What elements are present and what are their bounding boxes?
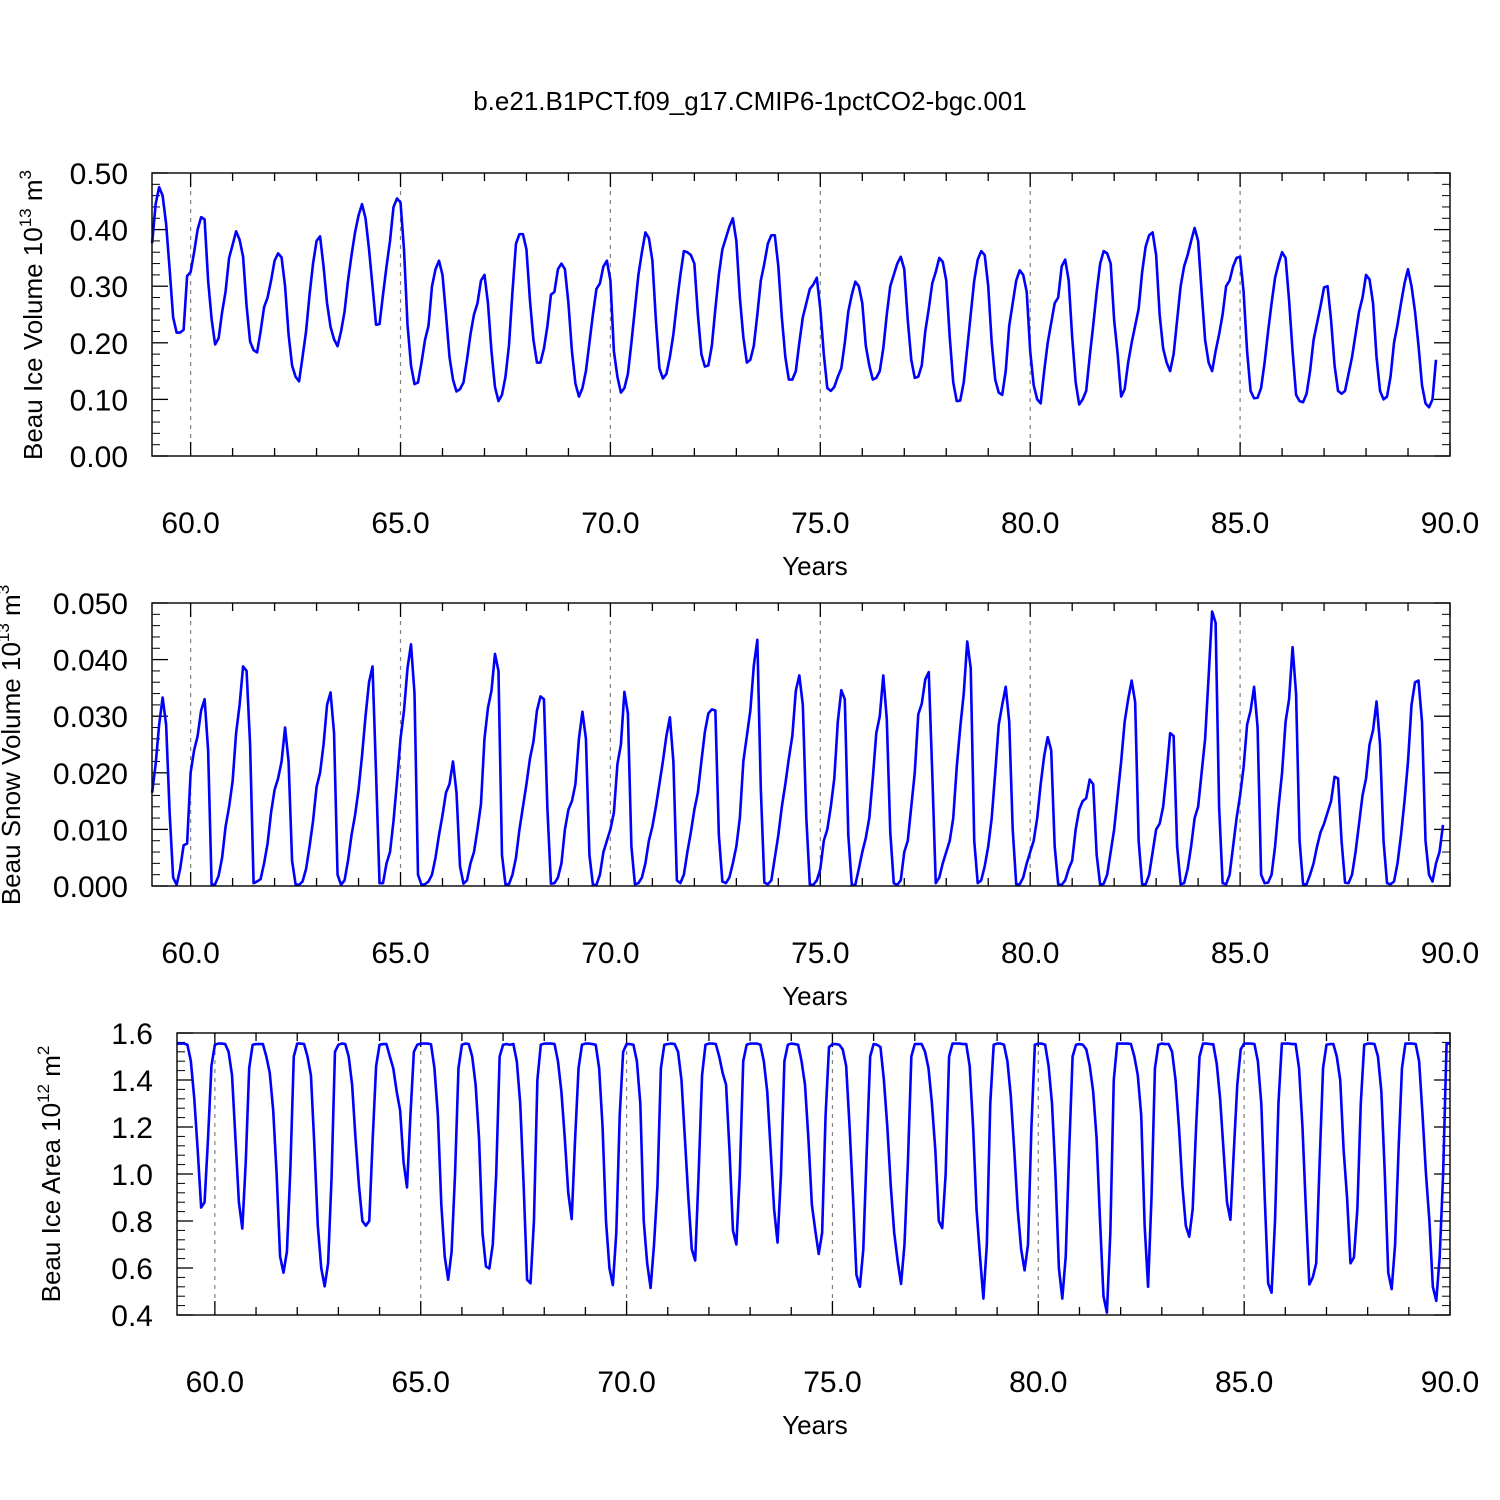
plot-frame xyxy=(151,602,1451,887)
x-tick-label: 85.0 xyxy=(1215,1366,1273,1399)
x-tick-label: 60.0 xyxy=(161,937,219,970)
x-axis-label: Years xyxy=(782,1410,848,1440)
x-tick-label: 70.0 xyxy=(581,507,639,540)
y-tick-label: 0.000 xyxy=(53,871,128,904)
x-tick-label: 80.0 xyxy=(1009,1366,1067,1399)
y-axis-label-exponent: 12 xyxy=(34,1084,53,1103)
y-tick-label: 0.20 xyxy=(70,328,128,361)
y-axis-label-exponent: 13 xyxy=(0,623,13,642)
x-axis-label: Years xyxy=(782,551,848,581)
x-tick-label: 70.0 xyxy=(597,1366,655,1399)
y-axis-label: Beau Snow Volume 1013 m3 xyxy=(0,585,26,905)
x-axis-label: Years xyxy=(782,981,848,1011)
x-tick-label: 85.0 xyxy=(1211,937,1269,970)
y-tick-label: 0.030 xyxy=(53,701,128,734)
y-axis-label: Beau Ice Volume 1013 m3 xyxy=(16,170,48,460)
y-tick-label: 0.8 xyxy=(111,1206,153,1239)
y-tick-label: 0.10 xyxy=(70,384,128,417)
y-axis-label-text: Beau Snow Volume 10 xyxy=(0,642,26,905)
y-axis-label-unit-exponent: 3 xyxy=(0,585,13,594)
x-tick-label: 60.0 xyxy=(186,1366,244,1399)
x-tick-label: 65.0 xyxy=(371,937,429,970)
y-axis-label-text: Beau Ice Volume 10 xyxy=(18,227,48,460)
plot-frame xyxy=(151,172,1451,457)
panel-ice-volume: 0.00 0.10 0.20 0.30 0.40 0.50 60.0 65.0 70.0 75.0… xyxy=(16,158,1479,581)
series-line-ice-area xyxy=(177,1042,1450,1314)
panels: 0.00 0.10 0.20 0.30 0.40 0.50 60.0 65.0 70.0 75.0… xyxy=(0,158,1479,1440)
y-tick-label: 0.40 xyxy=(70,215,128,248)
x-tick-label: 90.0 xyxy=(1421,1366,1479,1399)
y-tick-label: 1.4 xyxy=(111,1065,153,1098)
y-axis-label: Beau Ice Area 1012 m2 xyxy=(34,1046,66,1303)
y-axis-label-text: Beau Ice Area 10 xyxy=(36,1103,66,1302)
y-axis-label-unit: m xyxy=(36,1055,66,1084)
x-tick-label: 85.0 xyxy=(1211,507,1269,540)
y-axis-label-exponent: 13 xyxy=(16,208,35,227)
x-tick-label: 75.0 xyxy=(803,1366,861,1399)
x-tick-label: 80.0 xyxy=(1001,937,1059,970)
y-tick-label: 0.30 xyxy=(70,271,128,304)
y-tick-label: 0.010 xyxy=(53,814,128,847)
figure-title: b.e21.B1PCT.f09_g17.CMIP6-1pctCO2-bgc.00… xyxy=(473,86,1027,116)
y-tick-label: 1.6 xyxy=(111,1018,153,1051)
series-line-ice-volume xyxy=(150,185,1438,409)
x-tick-label: 70.0 xyxy=(581,937,639,970)
x-tick-label: 65.0 xyxy=(392,1366,450,1399)
x-tick-label: 75.0 xyxy=(791,507,849,540)
x-tick-label: 60.0 xyxy=(161,507,219,540)
panel-snow-volume: 0.000 0.010 0.020 0.030 0.040 0.050 60.0 65.0 70… xyxy=(0,585,1479,1011)
y-axis-label-unit-exponent: 2 xyxy=(34,1046,53,1055)
y-tick-label: 0.040 xyxy=(53,645,128,678)
y-axis-label-unit: m xyxy=(0,594,26,623)
x-tick-label: 65.0 xyxy=(371,507,429,540)
x-tick-label: 75.0 xyxy=(791,937,849,970)
y-tick-label: 0.050 xyxy=(53,588,128,621)
y-tick-label: 0.020 xyxy=(53,758,128,791)
x-tick-label: 90.0 xyxy=(1421,507,1479,540)
y-tick-label: 0.4 xyxy=(111,1300,153,1333)
y-tick-label: 0.50 xyxy=(70,158,128,191)
plot-frame xyxy=(176,1032,1451,1316)
series-line-snow-volume xyxy=(150,610,1445,887)
x-tick-label: 80.0 xyxy=(1001,507,1059,540)
y-tick-label: 0.6 xyxy=(111,1253,153,1286)
y-tick-label: 1.0 xyxy=(111,1159,153,1192)
y-axis-label-unit: m xyxy=(18,179,48,208)
y-axis-label-unit-exponent: 3 xyxy=(16,170,35,179)
x-tick-label: 90.0 xyxy=(1421,937,1479,970)
panel-ice-area: 0.4 0.6 0.8 1.0 1.2 1.4 1.6 60.0 65.0 70.0 75.0 80.… xyxy=(34,1018,1479,1440)
y-tick-label: 1.2 xyxy=(111,1112,153,1145)
y-tick-label: 0.00 xyxy=(70,441,128,474)
